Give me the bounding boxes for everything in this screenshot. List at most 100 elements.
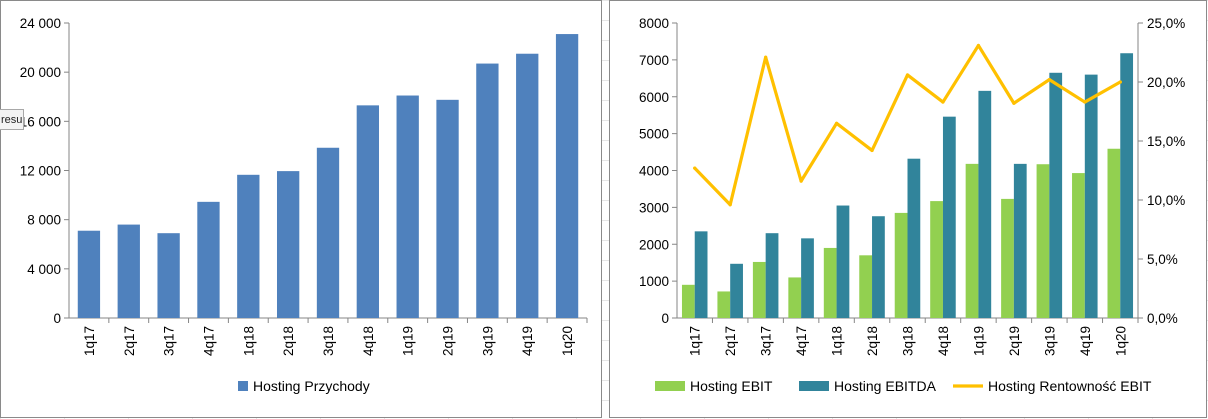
bar-ebitda-1q19: [978, 90, 992, 318]
bar-1q19: [396, 95, 419, 318]
legend-swatch-hosting-przychody: [238, 381, 248, 391]
x-tick-label: 1q20: [560, 326, 575, 356]
point-rentownosc-1q20: [1118, 80, 1122, 84]
x-tick-label: 3q18: [321, 326, 336, 356]
x-tick-label: 2q19: [1007, 326, 1022, 356]
x-tick-label: 1q17: [688, 326, 703, 356]
point-rentownosc-4q18: [941, 100, 945, 104]
bar-1q18: [237, 174, 260, 318]
legend-label-hosting-przychody: Hosting Przychody: [253, 378, 370, 394]
y-tick-label: 0: [53, 311, 61, 326]
point-rentownosc-3q18: [905, 73, 910, 77]
bar-4q19: [516, 53, 539, 319]
revenue-chart-panel: 0 4 000 8 000 12 000 16 000 20 000 24 000 1q17 2…: [0, 0, 602, 418]
bar-3q19: [476, 63, 499, 318]
bar-1q17: [77, 230, 101, 318]
legend-swatch-hosting-ebitda: [799, 381, 829, 391]
bar-3q17: [157, 233, 180, 318]
point-rentownosc-2q18: [870, 148, 874, 153]
y-left-tick-label: 8000: [639, 16, 669, 31]
x-tick-label: 2q18: [281, 326, 296, 356]
x-tick-label: 1q18: [241, 326, 256, 356]
x-tick-label: 2q17: [122, 326, 137, 356]
bar-ebitda-2q19: [1013, 163, 1027, 318]
bar-1q20: [555, 34, 579, 318]
x-tick-label: 1q19: [971, 326, 986, 356]
point-rentownosc-2q19: [1012, 101, 1016, 105]
y-tick-label: 16 000: [20, 114, 61, 129]
x-tick-label: 1q17: [82, 326, 97, 356]
y-tick-label: 20 000: [20, 65, 61, 80]
y-left-tick-label: 5000: [639, 127, 669, 142]
y-tick-label: 24 000: [20, 16, 61, 31]
y-left-tick-label: 3000: [639, 200, 669, 215]
y-left-tick-label: 2000: [639, 237, 669, 252]
bar-ebit-3q17: [752, 261, 766, 318]
y-left-tick-label: 7000: [639, 53, 669, 68]
bar-ebitda-1q18: [836, 205, 850, 318]
bar-ebitda-2q18: [872, 216, 885, 318]
x-tick-label: 2q19: [441, 326, 456, 356]
y-right-tick-label: 25,0%: [1147, 16, 1185, 31]
tooltip-fragment: resu: [0, 109, 24, 130]
x-tick-label: 2q18: [865, 326, 880, 356]
bar-ebit-4q18: [930, 201, 943, 318]
x-tick-label: 2q17: [723, 326, 738, 356]
bar-ebit-1q19: [965, 163, 979, 318]
bar-ebitda-1q17: [694, 231, 708, 318]
y-right-tick-label: 0,0%: [1147, 311, 1178, 326]
x-tick-label: 4q17: [201, 326, 216, 356]
point-rentownosc-1q18: [834, 121, 839, 125]
bar-3q18: [316, 147, 340, 318]
legend-label-hosting-ebit: Hosting EBIT: [690, 378, 773, 394]
revenue-chart: 0 4 000 8 000 12 000 16 000 20 000 24 000 1q17 2…: [20, 16, 588, 394]
x-tick-label: 3q18: [901, 326, 916, 356]
x-tick-label: 4q18: [361, 326, 376, 356]
y-left-tick-label: 4000: [639, 164, 669, 179]
bar-ebitda-3q19: [1049, 72, 1063, 318]
x-tick-label: 1q20: [1113, 326, 1128, 356]
point-rentownosc-3q17: [764, 55, 768, 59]
x-tick-label: 1q19: [401, 326, 416, 356]
bar-ebit-4q17: [788, 277, 802, 318]
bar-ebit-2q19: [1001, 198, 1014, 318]
y-left-tick-label: 0: [661, 311, 669, 326]
x-tick-label: 3q19: [1042, 326, 1057, 356]
x-tick-label: 3q17: [759, 326, 774, 356]
point-rentownosc-1q17: [693, 166, 697, 170]
y-tick-label: 4 000: [27, 262, 61, 277]
bar-ebitda-3q18: [907, 158, 921, 318]
y-tick-label: 8 000: [27, 213, 61, 228]
legend-label-hosting-ebitda: Hosting EBITDA: [834, 378, 937, 394]
bar-ebit-2q17: [717, 291, 731, 318]
legend-label-hosting-rentownosc-ebit: Hosting Rentowność EBIT: [988, 378, 1152, 394]
x-tick-label: 4q18: [936, 326, 951, 356]
bar-ebitda-4q18: [942, 116, 956, 318]
bar-2q17: [117, 224, 140, 318]
x-tick-label: 3q19: [480, 326, 495, 356]
y-left-tick-label: 6000: [639, 90, 669, 105]
bar-ebit-1q18: [823, 247, 837, 318]
bar-4q17: [197, 201, 220, 318]
bar-2q18: [276, 171, 300, 318]
bar-ebitda-4q19: [1084, 74, 1098, 318]
legend-swatch-hosting-ebit: [655, 381, 685, 391]
bar-ebitda-4q17: [801, 238, 814, 318]
point-rentownosc-1q19: [976, 43, 981, 48]
bar-2q19: [436, 99, 459, 319]
bar-ebitda-2q17: [730, 263, 743, 318]
y-right-tick-label: 10,0%: [1147, 193, 1185, 208]
bar-4q18: [356, 105, 380, 319]
bar-ebitda-1q20: [1120, 53, 1134, 319]
x-tick-label: 3q17: [162, 326, 177, 356]
y-right-tick-label: 5,0%: [1147, 252, 1178, 267]
x-tick-label: 4q19: [1078, 326, 1093, 356]
y-right-tick-label: 20,0%: [1147, 75, 1185, 90]
bar-ebit-3q19: [1036, 164, 1050, 318]
bar-ebit-4q19: [1072, 173, 1085, 318]
point-rentownosc-2q17: [728, 203, 732, 207]
y-right-tick-label: 15,0%: [1147, 134, 1185, 149]
bar-ebit-3q18: [894, 212, 908, 318]
point-rentownosc-4q19: [1083, 100, 1087, 104]
ebit-chart-panel: 0 1000 2000 3000 4000 5000 6000 7000 8000 0,0% 5,0…: [609, 0, 1207, 418]
